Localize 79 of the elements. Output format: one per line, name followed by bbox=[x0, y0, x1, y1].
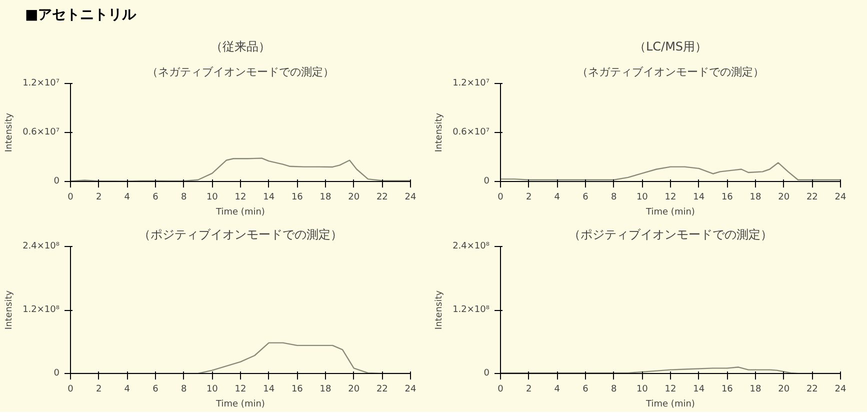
y-tick-label: 2.4×10⁸ bbox=[22, 242, 60, 252]
text: ■アセトニトリル bbox=[25, 7, 136, 23]
x-tick-label: 12 bbox=[234, 384, 246, 394]
x-tick-label: 0 bbox=[498, 384, 504, 394]
x-tick-label: 0 bbox=[68, 192, 74, 202]
y-tick-label: 1.2×10⁷ bbox=[22, 78, 60, 88]
x-tick-label: 2 bbox=[526, 192, 532, 202]
x-tick-label: 8 bbox=[180, 384, 187, 394]
x-tick-label: 8 bbox=[610, 192, 617, 202]
x-axis-title: Time (min) bbox=[645, 400, 695, 410]
x-tick-label: 0 bbox=[498, 192, 504, 202]
x-tick-label: 16 bbox=[291, 384, 304, 394]
x-tick-label: 14 bbox=[693, 384, 705, 394]
x-tick-label: 24 bbox=[404, 384, 416, 394]
x-tick-label: 18 bbox=[750, 192, 762, 202]
chart-subtitle: （ネガティブイオンモードでの測定） bbox=[577, 66, 764, 78]
x-tick-label: 12 bbox=[664, 192, 676, 202]
y-axis-title: Intensity bbox=[434, 290, 445, 330]
y-tick-label: 2.4×10⁸ bbox=[452, 242, 490, 252]
x-tick-label: 2 bbox=[526, 384, 532, 394]
x-tick-label: 22 bbox=[376, 384, 388, 394]
y-tick-label: 1.2×10⁸ bbox=[22, 305, 60, 315]
x-tick-label: 4 bbox=[554, 192, 560, 202]
x-tick-label: 2 bbox=[96, 192, 102, 202]
x-tick-label: 14 bbox=[693, 192, 705, 202]
chart-title: （従来品） bbox=[210, 40, 270, 54]
y-tick-label: 0 bbox=[54, 176, 60, 186]
x-tick-label: 10 bbox=[636, 384, 648, 394]
x-tick-label: 6 bbox=[152, 384, 159, 394]
x-tick-label: 24 bbox=[834, 192, 846, 202]
x-tick-label: 14 bbox=[263, 192, 275, 202]
x-tick-label: 22 bbox=[376, 192, 388, 202]
x-tick-label: 22 bbox=[806, 384, 818, 394]
chart-subtitle: （ネガティブイオンモードでの測定） bbox=[147, 66, 334, 78]
x-tick-label: 24 bbox=[404, 192, 416, 202]
x-tick-label: 20 bbox=[348, 192, 360, 202]
chart-title: （ポジティブイオンモードでの測定） bbox=[568, 228, 772, 242]
x-axis-title: Time (min) bbox=[215, 208, 265, 218]
x-tick-label: 14 bbox=[263, 384, 275, 394]
x-tick-label: 10 bbox=[636, 192, 648, 202]
x-axis-title: Time (min) bbox=[215, 400, 265, 410]
y-tick-label: 0.6×10⁷ bbox=[452, 128, 490, 138]
x-tick-label: 20 bbox=[778, 192, 790, 202]
x-tick-label: 12 bbox=[234, 192, 246, 202]
x-tick-label: 4 bbox=[124, 192, 130, 202]
x-tick-label: 20 bbox=[778, 384, 790, 394]
y-axis-title: Intensity bbox=[4, 112, 15, 152]
x-tick-label: 16 bbox=[291, 192, 304, 202]
y-tick-label: 0 bbox=[484, 368, 490, 378]
x-axis-title: Time (min) bbox=[645, 208, 695, 218]
x-tick-label: 6 bbox=[152, 192, 159, 202]
x-tick-label: 24 bbox=[834, 384, 846, 394]
x-tick-label: 18 bbox=[320, 384, 332, 394]
x-tick-label: 4 bbox=[124, 384, 130, 394]
x-tick-label: 16 bbox=[721, 192, 734, 202]
y-tick-label: 1.2×10⁷ bbox=[452, 78, 490, 88]
y-tick-label: 1.2×10⁸ bbox=[452, 305, 490, 315]
x-tick-label: 4 bbox=[554, 384, 560, 394]
x-tick-label: 0 bbox=[68, 384, 74, 394]
x-tick-label: 18 bbox=[750, 384, 762, 394]
y-tick-label: 0.6×10⁷ bbox=[22, 128, 60, 138]
x-tick-label: 10 bbox=[206, 384, 218, 394]
x-tick-label: 10 bbox=[206, 192, 218, 202]
x-tick-label: 6 bbox=[582, 192, 589, 202]
y-axis-title: Intensity bbox=[4, 290, 15, 330]
x-tick-label: 20 bbox=[348, 384, 360, 394]
x-tick-label: 2 bbox=[96, 384, 102, 394]
chart-title: （ポジティブイオンモードでの測定） bbox=[138, 228, 342, 242]
x-tick-label: 16 bbox=[721, 384, 734, 394]
x-tick-label: 22 bbox=[806, 192, 818, 202]
x-tick-label: 8 bbox=[610, 384, 617, 394]
x-tick-label: 12 bbox=[664, 384, 676, 394]
y-axis-title: Intensity bbox=[434, 112, 445, 152]
y-tick-label: 0 bbox=[54, 368, 60, 378]
x-tick-label: 18 bbox=[320, 192, 332, 202]
x-tick-label: 6 bbox=[582, 384, 589, 394]
x-tick-label: 8 bbox=[180, 192, 187, 202]
chart-title: （LC/MS用） bbox=[634, 40, 708, 54]
y-tick-label: 0 bbox=[484, 176, 490, 186]
